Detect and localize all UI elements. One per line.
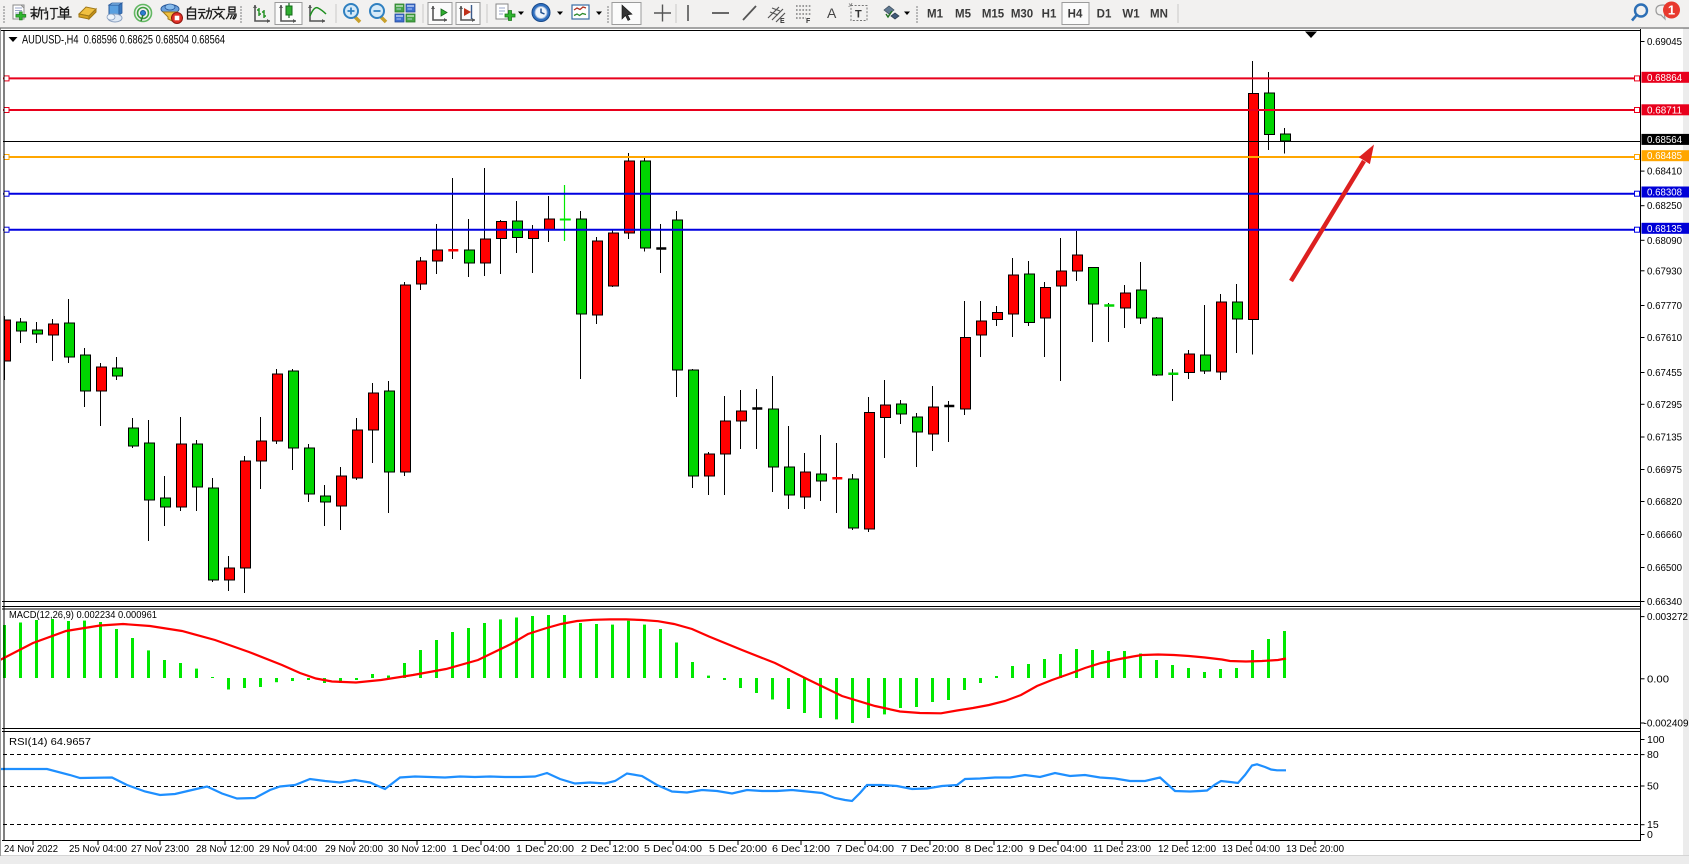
svg-text:0.67295: 0.67295 bbox=[1647, 399, 1682, 411]
svg-text:0.66500: 0.66500 bbox=[1647, 562, 1682, 574]
svg-text:0.67135: 0.67135 bbox=[1647, 432, 1682, 444]
svg-text:D1: D1 bbox=[1097, 9, 1112, 21]
svg-text:W1: W1 bbox=[1122, 9, 1140, 21]
svg-text:29 Nov 04:00: 29 Nov 04:00 bbox=[259, 843, 317, 855]
svg-text:0.003272: 0.003272 bbox=[1647, 611, 1688, 623]
svg-text:-0.002409: -0.002409 bbox=[1644, 718, 1689, 730]
svg-text:8 Dec 12:00: 8 Dec 12:00 bbox=[965, 843, 1023, 855]
svg-text:13 Dec 20:00: 13 Dec 20:00 bbox=[1286, 843, 1344, 855]
svg-text:25 Nov 04:00: 25 Nov 04:00 bbox=[69, 843, 127, 855]
svg-text:F: F bbox=[806, 18, 811, 25]
svg-text:0.68308: 0.68308 bbox=[1647, 187, 1682, 199]
svg-text:M30: M30 bbox=[1011, 9, 1033, 21]
svg-text:A: A bbox=[827, 5, 837, 21]
svg-text:AUDUSD-,H4 0.68596 0.68625 0.: AUDUSD-,H4 0.68596 0.68625 0.68504 0.685… bbox=[22, 35, 225, 47]
svg-text:0.68485: 0.68485 bbox=[1647, 150, 1682, 162]
svg-text:0.66820: 0.66820 bbox=[1647, 496, 1682, 508]
svg-text:7 Dec 04:00: 7 Dec 04:00 bbox=[836, 843, 894, 855]
svg-text:E: E bbox=[780, 18, 785, 25]
svg-text:0.68135: 0.68135 bbox=[1647, 223, 1682, 235]
svg-text:24 Nov 2022: 24 Nov 2022 bbox=[4, 843, 58, 855]
svg-text:1: 1 bbox=[1668, 3, 1675, 18]
svg-text:6 Dec 12:00: 6 Dec 12:00 bbox=[772, 843, 830, 855]
svg-text:0.67455: 0.67455 bbox=[1647, 367, 1682, 379]
svg-text:50: 50 bbox=[1647, 781, 1659, 793]
svg-text:15: 15 bbox=[1647, 819, 1659, 831]
svg-text:11 Dec 23:00: 11 Dec 23:00 bbox=[1093, 843, 1151, 855]
svg-text:0.67770: 0.67770 bbox=[1647, 300, 1682, 312]
svg-text:0.68564: 0.68564 bbox=[1647, 134, 1682, 146]
svg-text:0.67610: 0.67610 bbox=[1647, 332, 1682, 344]
svg-text:0.68864: 0.68864 bbox=[1647, 72, 1682, 84]
svg-text:27 Nov 23:00: 27 Nov 23:00 bbox=[131, 843, 189, 855]
svg-text:0.68090: 0.68090 bbox=[1647, 235, 1682, 247]
svg-text:0.69045: 0.69045 bbox=[1647, 36, 1682, 48]
svg-text:0.67930: 0.67930 bbox=[1647, 265, 1682, 277]
svg-text:H1: H1 bbox=[1042, 9, 1057, 21]
svg-text:MN: MN bbox=[1150, 9, 1168, 21]
svg-text:RSI(14) 64.9657: RSI(14) 64.9657 bbox=[9, 736, 91, 748]
svg-text:0.68250: 0.68250 bbox=[1647, 200, 1682, 212]
svg-text:M15: M15 bbox=[982, 9, 1005, 21]
svg-text:29 Nov 20:00: 29 Nov 20:00 bbox=[325, 843, 383, 855]
svg-text:9 Dec 04:00: 9 Dec 04:00 bbox=[1029, 843, 1087, 855]
svg-text:M1: M1 bbox=[927, 9, 944, 21]
svg-text:1 Dec 20:00: 1 Dec 20:00 bbox=[516, 843, 574, 855]
svg-text:1 Dec 04:00: 1 Dec 04:00 bbox=[452, 843, 510, 855]
svg-text:80: 80 bbox=[1647, 749, 1659, 761]
svg-text:5 Dec 20:00: 5 Dec 20:00 bbox=[709, 843, 767, 855]
svg-text:12 Dec 12:00: 12 Dec 12:00 bbox=[1158, 843, 1216, 855]
svg-text:0.00: 0.00 bbox=[1647, 673, 1669, 685]
svg-text:28 Nov 12:00: 28 Nov 12:00 bbox=[196, 843, 254, 855]
svg-text:T: T bbox=[855, 9, 862, 21]
svg-text:13 Dec 04:00: 13 Dec 04:00 bbox=[1222, 843, 1280, 855]
svg-text:MACD(12,26,9) 0.002234 0.00096: MACD(12,26,9) 0.002234 0.000961 bbox=[9, 609, 157, 621]
svg-text:0.68410: 0.68410 bbox=[1647, 166, 1682, 178]
svg-text:0.66340: 0.66340 bbox=[1647, 596, 1682, 608]
svg-text:30 Nov 12:00: 30 Nov 12:00 bbox=[388, 843, 446, 855]
svg-text:5 Dec 04:00: 5 Dec 04:00 bbox=[644, 843, 702, 855]
svg-text:7 Dec 20:00: 7 Dec 20:00 bbox=[901, 843, 959, 855]
svg-text:M5: M5 bbox=[955, 9, 972, 21]
svg-text:0.66660: 0.66660 bbox=[1647, 529, 1682, 541]
svg-text:0: 0 bbox=[1647, 829, 1653, 841]
svg-text:0.66975: 0.66975 bbox=[1647, 464, 1682, 476]
svg-text:2 Dec 12:00: 2 Dec 12:00 bbox=[581, 843, 639, 855]
svg-text:0.68711: 0.68711 bbox=[1647, 104, 1682, 116]
svg-text:H4: H4 bbox=[1068, 9, 1083, 21]
svg-text:100: 100 bbox=[1647, 734, 1665, 746]
